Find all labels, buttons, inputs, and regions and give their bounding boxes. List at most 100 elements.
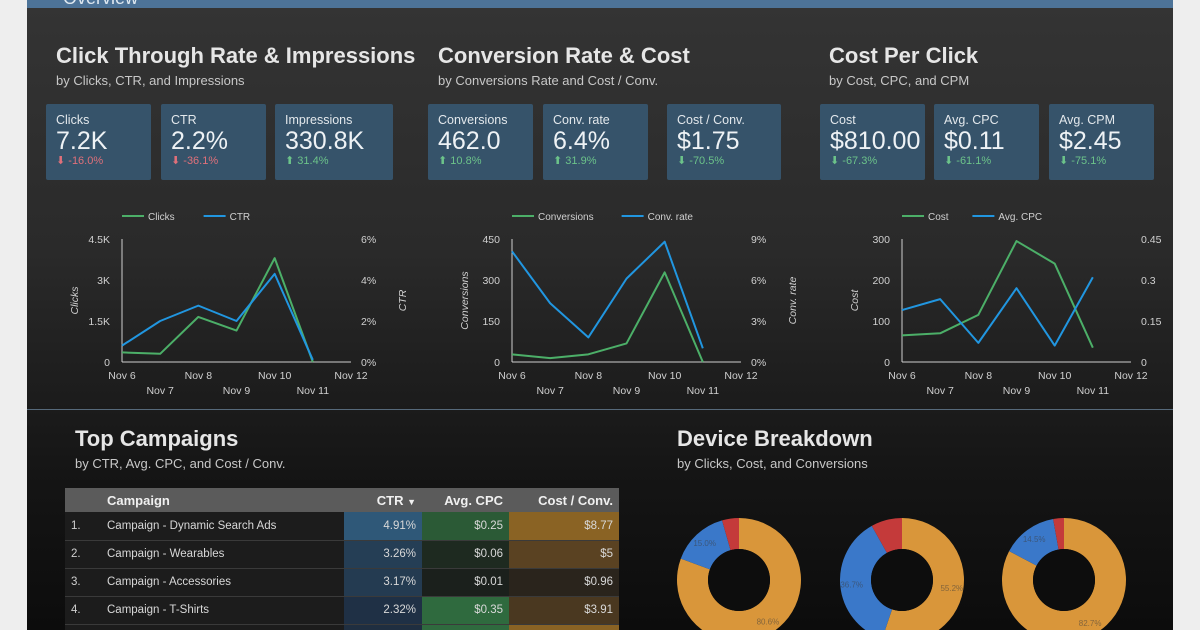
kpi-card-conv-rate[interactable]: Conv. rate 6.4% ⬆ 31.9% [543,104,648,180]
kpi-value: $0.11 [944,127,1005,155]
cost-conv-cell: $8.77 [509,512,619,541]
x-tick-label: Nov 6 [108,370,136,382]
x-tick-label: Nov 9 [223,385,251,397]
line-chart-conversions-rate[interactable]: Conversions Conv. rate 0 150 300 450 0% 3% 6% 9% C… [430,200,800,400]
avg-cpc-cell [422,624,509,630]
kpi-label: Avg. CPM [1059,113,1116,127]
line-chart-cost-cpc[interactable]: Cost Avg. CPC010020030000.150.30.45CostAv… [820,200,1173,400]
table-row[interactable] [65,624,619,630]
sort-descending-icon[interactable]: ▼ [407,496,416,507]
arrow-down-icon: ⬇ [944,155,957,167]
donut-hole [871,549,933,611]
line-chart-clicks-ctr[interactable]: Clicks CTR 0 1.5K 3K 4.5K 0% 2% 4% 6% Clicks CTR Nov… [40,200,410,400]
kpi-card-avg-cpc[interactable]: Avg. CPC $0.11 ⬇ -61.1% [934,104,1039,180]
rank-cell: 2. [65,540,101,569]
kpi-card-impressions[interactable]: Impressions 330.8K ⬆ 31.4% [275,104,393,180]
kpi-label: Conversions [438,113,508,127]
kpi-value: 462.0 [438,127,501,155]
table-row[interactable]: 1. Campaign - Dynamic Search Ads 4.91% $0.2… [65,512,619,541]
arrow-down-icon: ⬇ [830,155,843,167]
table-row[interactable]: 4. Campaign - T-Shirts 2.32% $0.35 $3.91 [65,596,619,625]
kpi-label: Cost / Conv. [677,113,745,127]
campaigns-table: Campaign CTR ▼ Avg. CPC Cost / Conv. 1. C… [65,488,619,630]
table-row[interactable]: 2. Campaign - Wearables 3.26% $0.06 $5 [65,540,619,569]
column-header-campaign[interactable]: Campaign [101,488,344,512]
donut-slice-tablets [1053,518,1064,550]
x-tick-label: Nov 9 [1003,385,1031,397]
kpi-card-cost[interactable]: Cost $810.00 ⬇ -67.3% [820,104,925,180]
legend-label: Cost [928,212,949,223]
kpi-card-clicks[interactable]: Clicks 7.2K ⬇ -16.0% [46,104,151,180]
y-tick-label: 450 [482,234,500,246]
kpi-label: Conv. rate [553,113,610,127]
kpi-card-cost-per-conv[interactable]: Cost / Conv. $1.75 ⬇ -70.5% [667,104,781,180]
kpi-change: ⬆ 10.8% [438,155,482,167]
kpi-change: ⬇ -61.1% [944,155,992,167]
kpi-card-avg-cpm[interactable]: Avg. CPM $2.45 ⬇ -75.1% [1049,104,1154,180]
column-header-ctr[interactable]: CTR ▼ [344,488,422,512]
x-tick-label: Nov 10 [1038,370,1071,382]
page-title: Overview [63,0,138,8]
donut-slice-label: 14.5% [1023,535,1046,544]
y-axis-title: Conversions [459,271,471,330]
donut-chart-conversions[interactable]: 82.7% 14.5% [1002,515,1132,630]
donut-slice-computers [885,518,964,630]
donut-slice-label: 15.0% [693,539,716,548]
arrow-down-icon: ⬇ [171,155,184,167]
x-tick-label: Nov 11 [1077,385,1110,397]
donut-chart-clicks[interactable]: 80.6% 15.0% [677,515,807,630]
x-tick-label: Nov 9 [613,385,641,397]
kpi-change: ⬇ -36.1% [171,155,219,167]
cost-conv-cell: $3.91 [509,596,619,625]
kpi-value: 330.8K [285,127,365,155]
kpi-change: ⬇ -75.1% [1059,155,1107,167]
y2-tick-label: 0% [751,357,766,369]
table-row[interactable]: 3. Campaign - Accessories 3.17% $0.01 $0.96 [65,568,619,597]
section-title-devices: Device Breakdown [677,426,873,451]
arrow-down-icon: ⬇ [1059,155,1072,167]
y2-tick-label: 9% [751,234,766,246]
kpi-card-ctr[interactable]: CTR 2.2% ⬇ -36.1% [161,104,266,180]
avg-cpc-cell: $0.01 [422,568,509,597]
column-header-cost-conv[interactable]: Cost / Conv. [509,488,619,512]
kpi-change: ⬇ -67.3% [830,155,878,167]
y2-tick-label: 0% [361,357,376,369]
series-line-avg-cpc [901,276,1094,347]
y-tick-label: 150 [482,316,500,328]
x-tick-label: Nov 8 [575,370,603,382]
section-subtitle-conversion: by Conversions Rate and Cost / Conv. [438,73,659,88]
kpi-label: Clicks [56,113,90,127]
y2-tick-label: 4% [361,275,376,287]
x-tick-label: Nov 8 [965,370,993,382]
legend-label: CTR [230,212,251,223]
kpi-label: Cost [830,113,856,127]
y-tick-label: 1.5K [88,316,110,328]
kpi-value: 6.4% [553,127,610,155]
donut-slice-label: 36.7% [840,581,863,590]
cost-conv-cell: $5 [509,540,619,569]
donut-chart-cost[interactable]: 55.2% 36.7% [840,515,970,630]
kpi-value: 2.2% [171,127,228,155]
donut-slice-label: 82.7% [1079,619,1102,628]
kpi-change: ⬆ 31.9% [553,155,597,167]
legend-label: Avg. CPC [998,212,1042,223]
kpi-card-conversions[interactable]: Conversions 462.0 ⬆ 10.8% [428,104,533,180]
rank-cell: 3. [65,568,101,597]
cost-conv-cell: $0.96 [509,568,619,597]
kpi-change: ⬇ -70.5% [677,155,725,167]
x-tick-label: Nov 12 [1114,370,1147,382]
y2-tick-label: 0.45 [1141,234,1162,246]
y2-tick-label: 3% [751,316,766,328]
kpi-value: 7.2K [56,127,108,155]
kpi-value: $810.00 [830,127,921,155]
ctr-cell: 4.91% [344,512,422,541]
column-header-avg-cpc[interactable]: Avg. CPC [422,488,509,512]
ctr-cell [344,624,422,630]
table-header-row: Campaign CTR ▼ Avg. CPC Cost / Conv. [65,488,619,512]
arrow-down-icon: ⬇ [677,155,690,167]
donut-slice-mobile-devices [840,525,893,630]
campaign-name-cell [101,624,344,630]
ctr-cell: 2.32% [344,596,422,625]
arrow-up-icon: ⬆ [553,155,566,167]
section-subtitle-ctr: by Clicks, CTR, and Impressions [56,73,245,88]
